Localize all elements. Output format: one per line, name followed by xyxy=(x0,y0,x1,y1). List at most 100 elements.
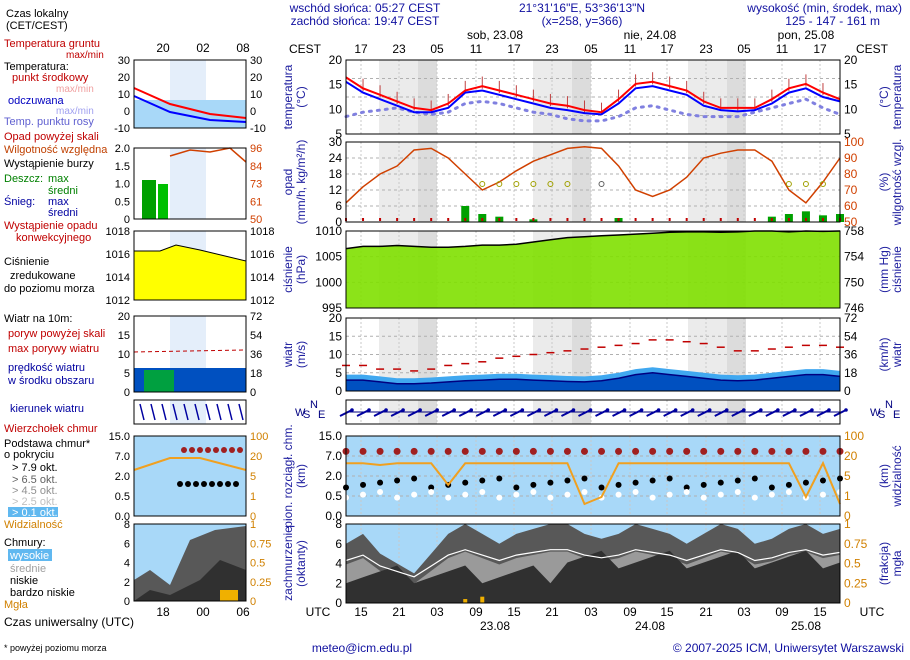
cloud-top-point xyxy=(495,447,503,455)
utc-tick: 09 xyxy=(469,605,483,619)
cloud-base-point xyxy=(513,484,520,491)
axis-tick: 70 xyxy=(844,183,858,197)
wind-arrow-head xyxy=(622,408,627,412)
wind-arrow xyxy=(697,409,711,417)
cloud-top-point xyxy=(649,447,657,455)
cloud-base-low-point xyxy=(717,491,724,498)
wind-arrow xyxy=(714,409,728,417)
legend-tick: 20 xyxy=(118,72,130,84)
axis-tick: 0.5 xyxy=(325,489,342,503)
utc-time-label: Czas uniwersalny (UTC) xyxy=(4,615,134,629)
wind-arrow-head xyxy=(503,408,508,412)
legend-temp-line xyxy=(133,87,247,119)
legend-tick: 1014 xyxy=(106,272,130,284)
legend-gust-line xyxy=(133,349,247,353)
axis-tick: 15 xyxy=(329,78,343,92)
storm-marker xyxy=(496,181,503,187)
local-time-label: Czas lokalny xyxy=(6,8,69,20)
cloud-top-point xyxy=(546,447,554,455)
axis-tick: 746 xyxy=(844,301,864,315)
cloud-base-point xyxy=(547,479,554,486)
legend-perceived-line xyxy=(133,95,247,123)
rain-max-label: max xyxy=(48,173,69,185)
visibility-label: Widzialność xyxy=(4,519,63,531)
cloud-top-point xyxy=(529,447,537,455)
axis-tick: 24 xyxy=(329,151,343,165)
axis-tick: 1 xyxy=(844,489,851,503)
axis-tick: 995 xyxy=(322,301,342,315)
axis-tick: 20 xyxy=(844,53,858,67)
utc-tick: 15 xyxy=(354,605,368,619)
wind-arrow xyxy=(424,409,438,417)
perceived-label: odczuwana xyxy=(8,95,65,107)
precip-above-label: Opad powyżej skali xyxy=(4,131,99,143)
email-link[interactable]: meteo@icm.edu.pl xyxy=(312,641,412,655)
panel-precip xyxy=(345,141,844,223)
panel-pres xyxy=(345,230,841,309)
night-band-deep xyxy=(727,142,746,222)
wind-speed-series xyxy=(346,372,841,385)
axis-title-left-precip-line: opad xyxy=(281,169,295,196)
wind-arrow-head xyxy=(469,408,474,412)
legend-tick-right: 10 xyxy=(250,89,262,101)
cloud-top-point xyxy=(768,447,776,455)
footer: meteo@icm.edu.pl © 2007-2025 ICM, Uniwer… xyxy=(312,641,904,655)
cloud-base-point xyxy=(649,477,656,484)
legend-local-tick: 08 xyxy=(236,41,250,55)
day-label: sob, 23.08 xyxy=(467,28,523,42)
panel-border xyxy=(345,523,841,604)
cloud-top-point xyxy=(444,447,452,455)
legend-tick: 15 xyxy=(118,330,130,342)
legend-utc-tick: 06 xyxy=(236,605,250,619)
wind-arrow xyxy=(782,409,796,417)
axis-title-right-cl: (frakcja) mgła xyxy=(877,542,904,585)
legend-tick: 1.0 xyxy=(115,179,130,191)
zone-local-left: CEST xyxy=(289,42,322,56)
cloud-base-point xyxy=(394,477,401,484)
legend-tick-right: 54 xyxy=(250,330,262,342)
panel-border xyxy=(345,435,841,517)
axis-title-right-wind-line: wiatr xyxy=(890,342,904,368)
gust-max-label: max porywy wiatru xyxy=(8,343,99,355)
legend-tick-right: 30 xyxy=(250,55,262,67)
axis-title-right-cb: (km) widzialność xyxy=(877,445,904,507)
copyright: © 2007-2025 ICM, Uniwersytet Warszawski xyxy=(673,641,904,655)
pressure-label-1: Ciśnienie xyxy=(4,256,49,268)
legend-tick-right: 1018 xyxy=(250,226,274,238)
axis-title-right-pres-line: ciśnienie xyxy=(890,246,904,293)
storm-marker xyxy=(598,181,605,187)
legend-tick: 2 xyxy=(124,577,130,589)
legend-tick-right: 20 xyxy=(250,451,262,463)
cloud-top-label: Wierzchołek chmur xyxy=(4,423,98,435)
footnote: * powyżej poziomu morza xyxy=(4,643,107,653)
cloud-base-low-point xyxy=(513,491,520,498)
wind-arrow xyxy=(680,409,694,417)
legend-tick: -10 xyxy=(114,123,130,135)
cloud-base-point xyxy=(581,475,588,482)
soil-temp-label: Temperatura gruntu xyxy=(4,38,100,50)
wind-arrow-head xyxy=(810,408,814,412)
axis-title-left-temp-line: temperatura xyxy=(281,64,295,129)
cloud-top-point xyxy=(751,447,759,455)
legend-wind-arrow xyxy=(161,403,167,421)
wind-arrow-head xyxy=(520,408,525,412)
legend-local-tick: 20 xyxy=(156,41,170,55)
legend-panel-t: 30 20 10 0 -10 30 20 10 0 -10 xyxy=(114,55,266,135)
legend-visibility-line xyxy=(133,457,247,471)
legend-panel-border xyxy=(133,315,247,393)
cloud-top-point xyxy=(580,447,588,455)
rain-label: Deszcz: xyxy=(4,173,43,185)
local-tick: 17 xyxy=(507,42,521,56)
cloud-top-point xyxy=(410,447,418,455)
utc-tick: 03 xyxy=(584,605,598,619)
panel-cb xyxy=(342,435,844,517)
axis-tick: 0 xyxy=(844,596,851,610)
cloud-base-low-point xyxy=(462,491,469,498)
legend-wind-arrow xyxy=(216,403,222,421)
zone-utc-right: UTC xyxy=(860,605,885,619)
axis-title-left-wind-line: (m/s) xyxy=(294,341,308,368)
legend-cloud-top-point xyxy=(197,447,203,453)
legend-tick: 0 xyxy=(124,106,130,118)
temperature-label: Temperatura: xyxy=(4,61,69,73)
